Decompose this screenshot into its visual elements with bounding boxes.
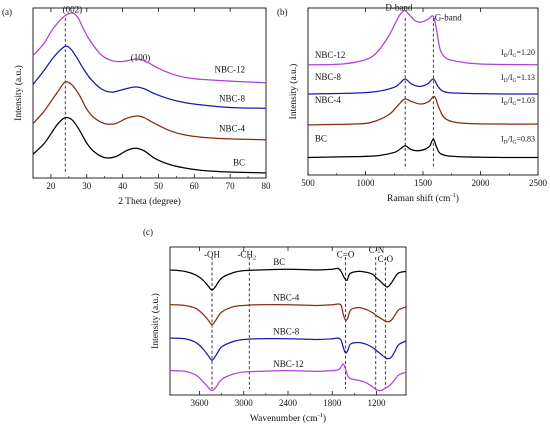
series-label-bc: BC	[315, 134, 327, 144]
group-label: C-N	[369, 245, 385, 255]
series-line-nbc-8	[32, 45, 267, 109]
x-tick-label: 40	[118, 181, 128, 191]
panel-label: (a)	[2, 7, 12, 17]
series-line-nbc-12	[169, 363, 407, 392]
series-label-bc: BC	[233, 157, 245, 167]
y-axis-label: Intensity (a.u.)	[13, 65, 24, 121]
x-tick-label: 1000	[357, 178, 376, 188]
series-line-nbc-8	[169, 337, 407, 361]
series-label-bc: BC	[273, 257, 285, 267]
series-label-nbc-4: NBC-4	[219, 123, 246, 133]
ratio-label-nbc-12: ID/IG=1.20	[501, 48, 535, 59]
x-tick-label: 2500	[529, 178, 548, 188]
x-tick-label: 2000	[472, 178, 491, 188]
x-tick-label: 1200	[368, 398, 387, 408]
y-axis-label: Intensity (a.u.)	[288, 64, 299, 120]
series-label-nbc-12: NBC-12	[315, 50, 346, 60]
panel-c: (c) 3600 3000 2400 1800 1200 Wavenumber (cm-1)…	[143, 227, 407, 424]
x-tick-label: 1800	[323, 398, 342, 408]
series-label-nbc-8: NBC-8	[219, 94, 246, 104]
series-line-nbc-4	[32, 81, 267, 141]
series-line-nbc-4	[169, 303, 407, 326]
series-line-nbc-12	[307, 9, 539, 66]
x-tick-label: 80	[262, 181, 272, 191]
peak-label: (002)	[63, 4, 83, 14]
series-line-nbc-8	[307, 78, 539, 95]
series-line-nbc-4	[307, 95, 539, 126]
panel-a: (a) 20 30 40 50 60 70 80 2 Theta (degree) Intensi…	[2, 4, 271, 207]
series-line-nbc-12	[32, 12, 267, 84]
group-label: -OH	[204, 249, 220, 259]
series-label-nbc-12: NBC-12	[215, 65, 246, 75]
series-line-bc	[169, 267, 407, 291]
x-tick-label: 500	[301, 178, 315, 188]
x-tick-label: 3600	[191, 398, 210, 408]
x-tick-label: 60	[190, 181, 200, 191]
x-tick-label: 1500	[414, 178, 433, 188]
x-tick-label: 50	[154, 181, 164, 191]
series-line-bc	[307, 138, 539, 159]
x-tick-label: 2400	[279, 398, 298, 408]
group-label: C=O	[337, 249, 355, 259]
series-line-bc	[32, 116, 267, 174]
series-label-nbc-4: NBC-4	[315, 95, 342, 105]
y-axis-label: Intensity (a.u.)	[150, 293, 161, 349]
panel-label: (c)	[143, 227, 153, 237]
series-label-nbc-4: NBC-4	[273, 292, 300, 302]
peak-label: (100)	[131, 53, 151, 63]
x-tick-label: 3000	[235, 398, 254, 408]
panel-b: (b) 500 1000 1500 2000 2500 Raman shift (cm-1)…	[277, 3, 548, 204]
x-axis-label: Wavenumber (cm-1)	[250, 412, 326, 424]
plot-frame	[32, 7, 267, 179]
peak-label: G-band	[435, 13, 462, 23]
ratio-label-nbc-8: ID/IG=1.13	[501, 73, 535, 84]
x-tick-label: 20	[46, 181, 56, 191]
group-label: C-O	[378, 254, 394, 264]
x-tick-label: 70	[226, 181, 236, 191]
panel-label: (b)	[277, 7, 288, 17]
series-label-nbc-8: NBC-8	[273, 326, 300, 336]
x-axis-label: Raman shift (cm-1)	[387, 192, 459, 204]
series-label-nbc-12: NBC-12	[273, 359, 304, 369]
peak-label: D-band	[385, 3, 412, 13]
series-label-nbc-8: NBC-8	[315, 72, 342, 82]
group-label: -CH2	[237, 249, 256, 261]
ratio-label-bc: ID/IG=0.83	[501, 135, 535, 146]
ratio-label-nbc-4: ID/IG=1.03	[501, 96, 535, 107]
x-tick-label: 30	[82, 181, 92, 191]
x-axis-label: 2 Theta (degree)	[118, 196, 181, 207]
